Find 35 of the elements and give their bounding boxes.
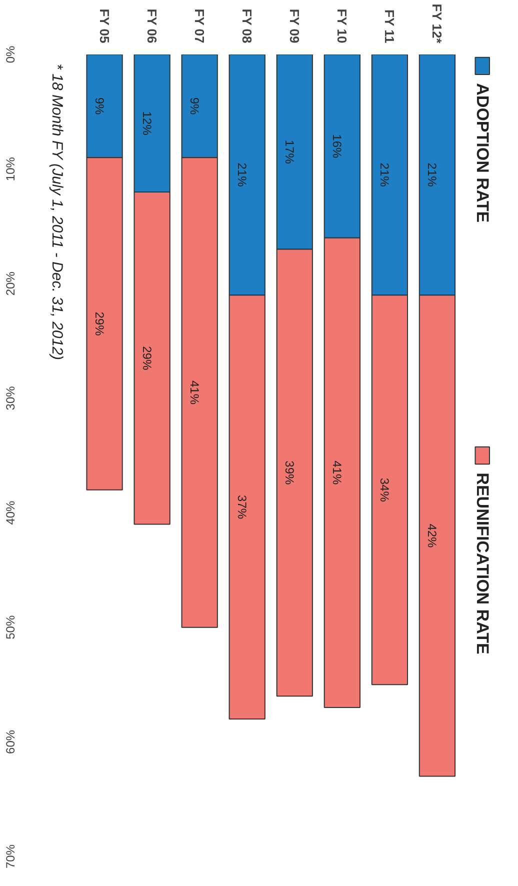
x-tick-label: FY 12* (430, 4, 445, 44)
text: * 18 Month FY (July 1, 2011 - Dec. 31, 2012) (48, 64, 66, 360)
legend-label: ADOPTION RATE (472, 83, 492, 223)
data-label: 16% (330, 134, 344, 158)
data-label: 41% (188, 380, 202, 405)
x-tick-label: FY 10 (334, 8, 350, 44)
data-label: 9% (92, 97, 107, 116)
y-tick-label: 20% (4, 271, 18, 296)
data-label: 37% (235, 495, 250, 520)
data-label: 21% (425, 162, 440, 188)
y-tick-label: 60% (4, 730, 18, 754)
y-tick-label: 40% (4, 500, 18, 525)
data-label: 42% (425, 524, 440, 548)
data-label: 29% (92, 312, 107, 336)
x-tick-label: FY 11 (382, 10, 398, 44)
data-label: 9% (188, 97, 202, 116)
x-tick-label: FY 09 (287, 8, 302, 44)
y-tick-label: 30% (4, 386, 18, 410)
x-tick-label: FY 06 (144, 8, 160, 44)
data-label: 29% (140, 346, 154, 370)
data-label: 41% (330, 460, 344, 486)
x-tick-label: FY 05 (97, 8, 112, 44)
data-label: 21% (378, 162, 392, 188)
data-label: 39% (282, 460, 297, 486)
y-tick-label: 70% (4, 844, 18, 869)
y-tick-label: 50% (4, 615, 18, 640)
data-label: 17% (282, 140, 297, 164)
x-tick-label: FY 08 (240, 8, 255, 44)
legend-label: REUNIFICATION RATE (472, 472, 492, 654)
data-label: 34% (378, 478, 392, 502)
y-tick-label: 10% (4, 156, 18, 182)
data-label: 21% (235, 162, 250, 188)
y-tick-label: 0% (4, 46, 18, 64)
x-tick-label: FY 07 (192, 8, 208, 44)
data-label: 12% (140, 111, 154, 136)
